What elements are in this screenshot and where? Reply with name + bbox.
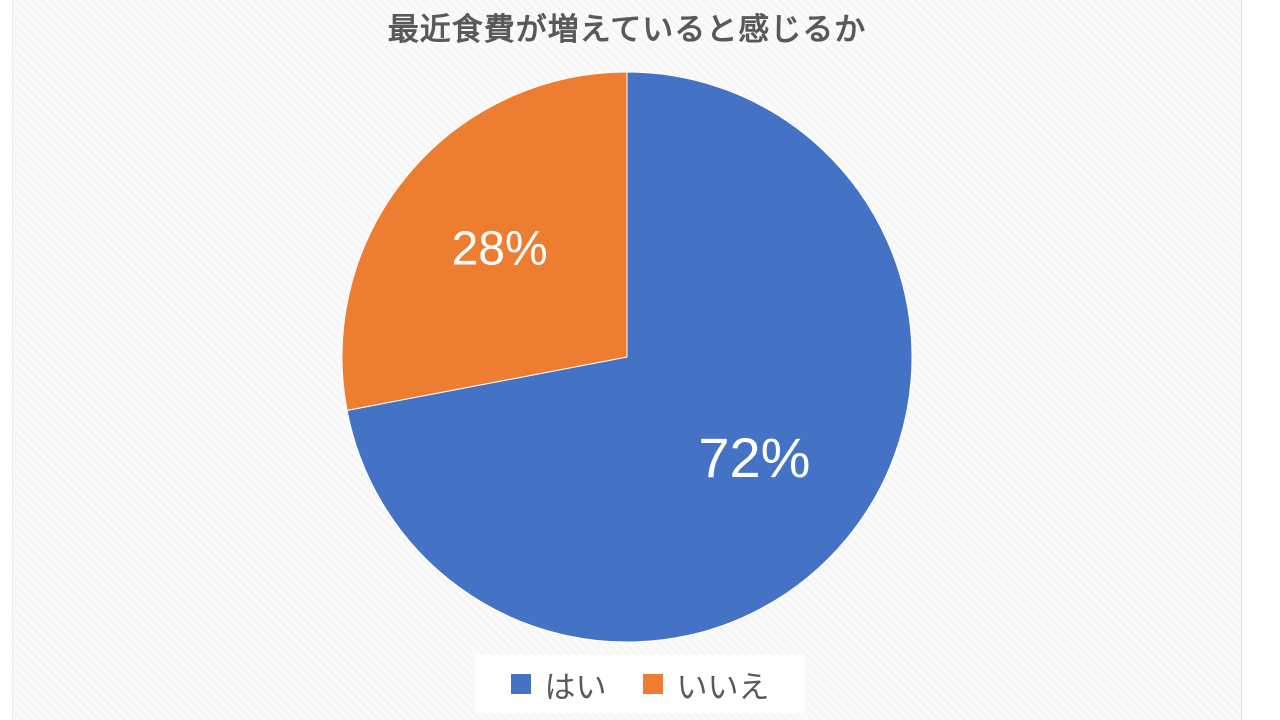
legend-label-yes: はい bbox=[544, 669, 607, 706]
chart-area: 最近食費が増えていると感じるか 72% 28% はい いいえ bbox=[12, 0, 1242, 720]
legend-swatch-yes bbox=[510, 674, 531, 694]
data-label-no: 28% bbox=[452, 222, 548, 275]
pie-slice-yes bbox=[346, 71, 913, 643]
legend: はい いいえ bbox=[475, 655, 805, 713]
data-label-yes: 72% bbox=[698, 426, 810, 489]
legend-label-no: いいえ bbox=[676, 669, 770, 706]
pie-chart: 72% 28% bbox=[341, 71, 913, 643]
pie-slice-no bbox=[341, 71, 628, 411]
legend-item-yes: はい bbox=[510, 662, 607, 707]
chart-title: 最近食費が増えていると感じるか bbox=[387, 12, 867, 48]
legend-swatch-no bbox=[642, 674, 663, 694]
legend-item-no: いいえ bbox=[642, 662, 770, 707]
